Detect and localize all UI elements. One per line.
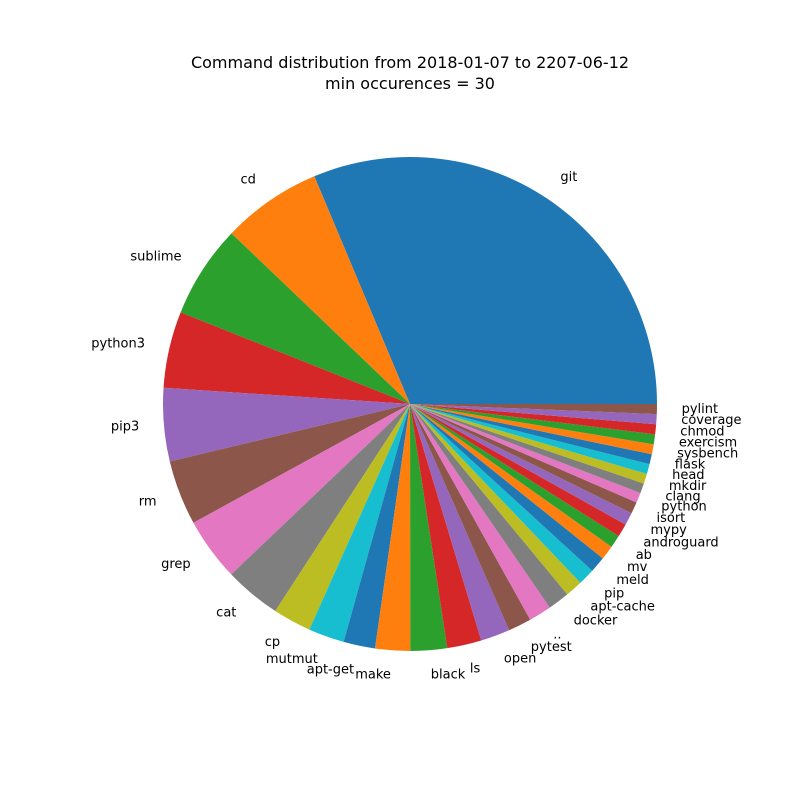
slice-label-exercism: exercism — [679, 435, 737, 450]
pie-slice-head — [410, 404, 650, 474]
pie-slice-apt-get — [343, 404, 410, 649]
pie-slice-python — [410, 404, 641, 503]
slice-label-mv: mv — [627, 560, 648, 575]
slice-label-grep: grep — [161, 557, 191, 572]
pie-slice-cat — [231, 404, 410, 612]
slice-label-meld: meld — [616, 573, 649, 588]
pie-slice-black — [410, 404, 448, 651]
chart-subtitle: min occurences = 30 — [325, 74, 495, 93]
slice-label-ls: ls — [470, 662, 481, 677]
pie-slice-isort — [410, 404, 637, 514]
slice-label-mkdir: mkdir — [669, 479, 707, 494]
pie-slice-open — [410, 404, 510, 641]
pie-slice-cp — [275, 404, 410, 630]
slice-label-apt-cache: apt-cache — [590, 600, 655, 615]
pie-slice-mutmut — [309, 404, 410, 642]
slice-label-cp: cp — [265, 635, 280, 650]
pie-slice-flask — [410, 404, 652, 465]
pie-slices — [163, 157, 657, 651]
slice-label-make: make — [355, 668, 391, 683]
pie-slice-grep — [193, 404, 410, 575]
pie-slice-clang — [410, 404, 644, 494]
slice-label-apt-get: apt-get — [307, 662, 354, 677]
pie-slice-meld — [410, 404, 603, 571]
slice-label-sysbench: sysbench — [677, 446, 738, 461]
pie-slice-python3 — [163, 312, 410, 404]
pie-slice-pip — [410, 404, 593, 583]
pie-slice-androguard — [410, 404, 626, 537]
pie-slice-mv — [410, 404, 612, 559]
slice-label-coverage: coverage — [681, 413, 741, 428]
slice-label-clang: clang — [665, 489, 700, 504]
slice-label-..: .. — [553, 627, 561, 642]
pie-slice-ab — [410, 404, 619, 547]
slice-label-head: head — [672, 468, 704, 483]
chart-title: Command distribution from 2018-01-07 to … — [191, 53, 629, 72]
slice-label-cd: cd — [240, 173, 255, 188]
pie-slice-cd — [231, 176, 410, 404]
pie-slice-sublime — [180, 233, 410, 404]
slice-label-mutmut: mutmut — [266, 652, 318, 667]
pie-slice-sysbench — [410, 404, 654, 455]
pie-slice-pylint — [410, 404, 657, 415]
pie-slice-coverage — [410, 404, 657, 425]
slice-label-sublime: sublime — [130, 250, 181, 265]
pie-slice-git — [314, 157, 657, 404]
slice-label-git: git — [560, 170, 577, 185]
slice-label-python: python — [661, 500, 706, 515]
pie-slice-apt-cache — [410, 404, 581, 595]
pie-slice-labels: git cd sublime python3 pip3 rm grep cat cp mutmut… — [91, 170, 741, 682]
pie-slice-make — [375, 404, 411, 651]
pie-slice-pytest — [410, 404, 531, 631]
slice-label-pylint: pylint — [682, 402, 719, 417]
pie-slice-mkdir — [410, 404, 647, 484]
slice-label-pytest: pytest — [531, 640, 572, 655]
slice-label-ab: ab — [636, 548, 652, 563]
slice-label-rm: rm — [139, 494, 157, 509]
slice-label-mypy: mypy — [651, 523, 688, 538]
slice-label-open: open — [504, 652, 536, 667]
slice-label-chmod: chmod — [680, 424, 724, 439]
slice-label-cat: cat — [216, 606, 236, 621]
pie-slice-.. — [410, 404, 550, 620]
pie-slice-chmod — [410, 404, 657, 435]
pie-slice-docker — [410, 404, 568, 608]
slice-label-flask: flask — [675, 457, 706, 472]
slice-label-isort: isort — [657, 511, 686, 526]
slice-label-androguard: androguard — [643, 536, 718, 551]
pie-slice-pip3 — [163, 387, 410, 462]
slice-label-black: black — [431, 667, 466, 682]
slice-label-pip: pip — [604, 587, 624, 602]
slice-label-python3: python3 — [91, 337, 145, 352]
pie-slice-rm — [169, 404, 410, 523]
pie-slice-exercism — [410, 404, 656, 445]
slice-label-docker: docker — [574, 614, 618, 629]
pie-slice-mypy — [410, 404, 632, 525]
pie-slice-ls — [410, 404, 482, 649]
slice-label-pip3: pip3 — [111, 420, 139, 435]
